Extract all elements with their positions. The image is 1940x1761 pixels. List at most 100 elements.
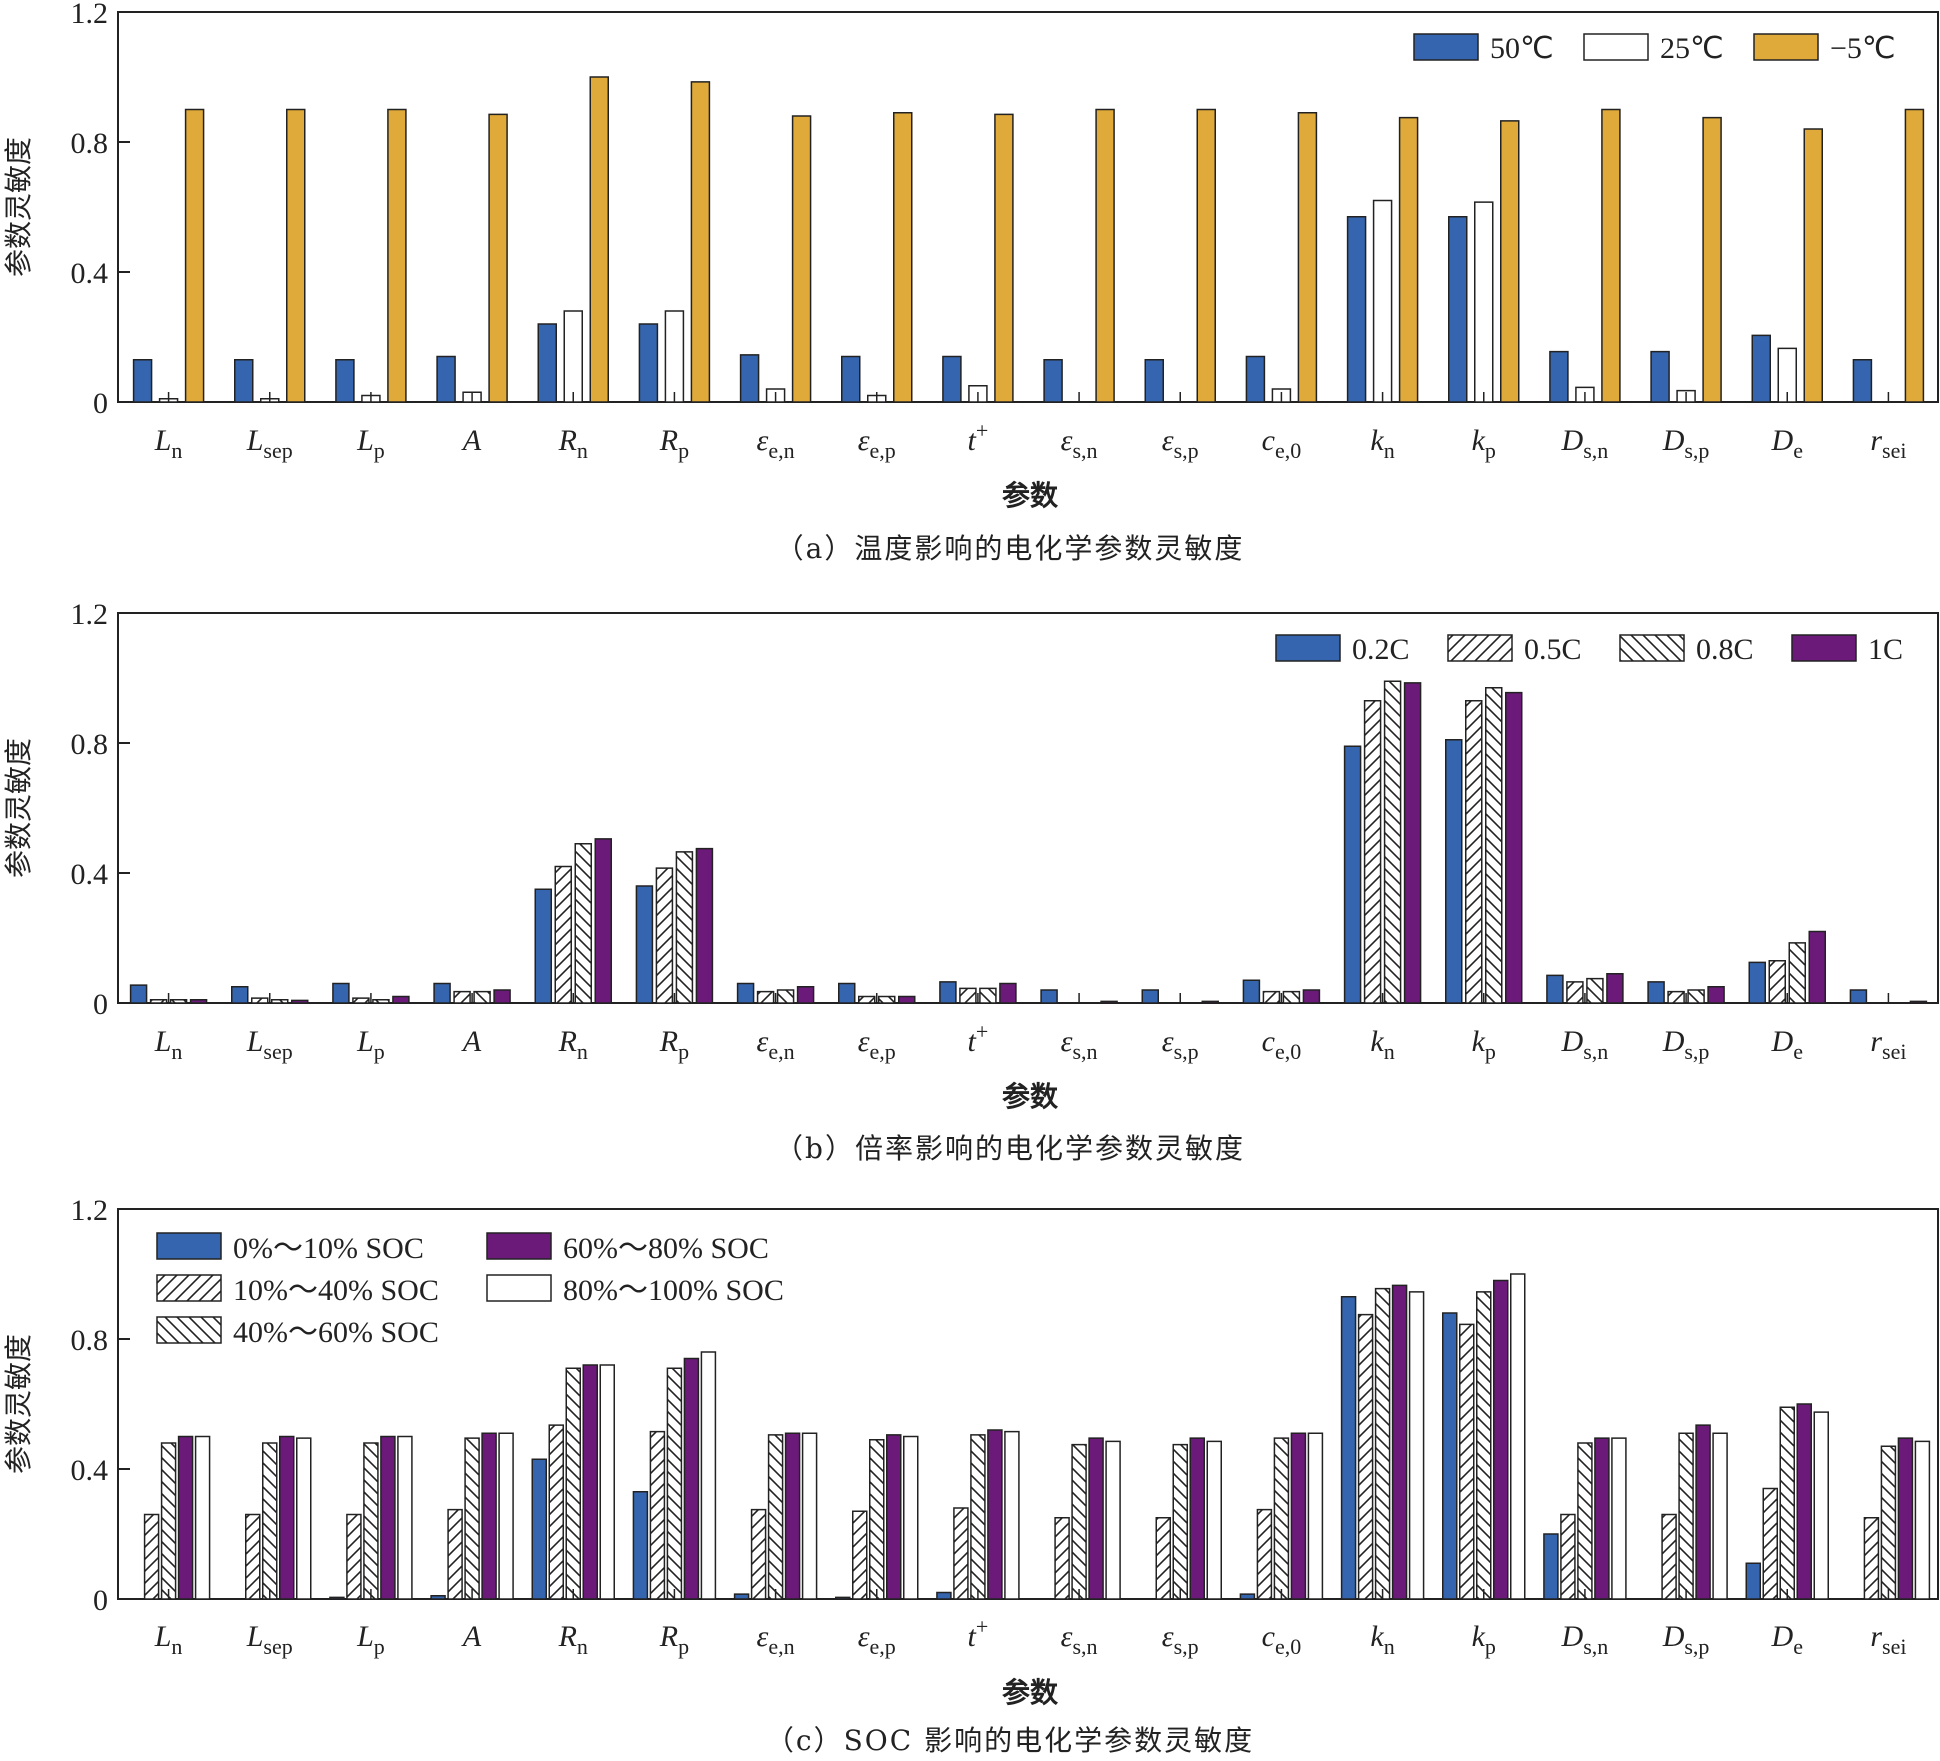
bar [189, 999, 208, 1004]
bar [736, 982, 755, 1004]
bar [1796, 1403, 1812, 1600]
bar [994, 113, 1014, 403]
bar [1445, 739, 1463, 1004]
legend-swatch [486, 1274, 552, 1302]
bar [589, 76, 609, 403]
x-tick-label: De [1771, 1025, 1803, 1064]
bar [970, 1434, 986, 1600]
bar [594, 838, 612, 1004]
bar [335, 359, 355, 403]
bar [1155, 1517, 1171, 1600]
bar [750, 1508, 767, 1600]
bar [1054, 1517, 1070, 1600]
x-tick-label: Ds,p [1662, 424, 1710, 463]
bar [531, 1458, 547, 1600]
plot-frame [117, 612, 1939, 1004]
bar [1863, 1517, 1880, 1600]
x-tick-label: ce,0 [1262, 424, 1302, 463]
bar [1601, 108, 1621, 403]
bar [1560, 1513, 1576, 1600]
bar [1586, 977, 1604, 1004]
bar [563, 310, 583, 403]
bar [1611, 1437, 1627, 1600]
bar [1357, 1313, 1374, 1600]
bar [632, 1491, 649, 1600]
x-tick-label: εe,p [858, 1025, 896, 1064]
y-axis-label: 参数灵敏度 [2, 137, 35, 277]
bar [1546, 974, 1564, 1004]
legend-label: 10%～40% SOC [233, 1274, 439, 1307]
bar [886, 1434, 902, 1600]
bar [939, 981, 957, 1004]
x-tick-label: Rp [659, 1025, 689, 1064]
bar [481, 1432, 497, 1600]
x-tick-label: Ds,n [1561, 1620, 1609, 1659]
x-tick-label: Rn [558, 424, 588, 463]
x-tick-label: εs,p [1162, 424, 1199, 463]
bar [1549, 350, 1569, 403]
bar [1650, 350, 1670, 403]
bar [1372, 199, 1393, 403]
bar [279, 1435, 295, 1600]
x-tick-label: A [461, 1620, 482, 1653]
x-tick-label: kn [1370, 1620, 1394, 1659]
bar [1307, 1432, 1324, 1600]
bar [767, 1434, 784, 1600]
legend-swatch [1275, 634, 1341, 662]
bar [1768, 960, 1786, 1004]
bar [380, 1435, 396, 1600]
bar [1505, 691, 1523, 1004]
bar [1346, 216, 1367, 403]
bar [869, 1439, 885, 1600]
bar [1808, 930, 1826, 1004]
x-tick-label: rsei [1870, 1620, 1906, 1659]
legend-swatch [156, 1274, 222, 1302]
figure-caption: （c）SOC 影响的电化学参数灵敏度 [766, 1724, 1254, 1757]
bar [332, 982, 350, 1004]
bar [1702, 116, 1722, 403]
bar [372, 999, 390, 1004]
bar [574, 843, 592, 1004]
x-tick-label: t+ [968, 418, 989, 457]
x-tick-label: εe,p [858, 1620, 896, 1659]
bar [953, 1507, 969, 1600]
bar [1788, 942, 1806, 1004]
bar [231, 986, 249, 1004]
bar [1594, 1437, 1610, 1600]
bar [534, 888, 552, 1004]
bar [129, 984, 148, 1004]
bar [397, 1435, 413, 1600]
bar [655, 867, 674, 1004]
bar [1408, 1291, 1425, 1600]
y-tick-label: 0.4 [71, 257, 109, 290]
bar [1383, 680, 1402, 1004]
x-tick-label: Ln [154, 1620, 183, 1659]
plot-frame [117, 11, 1939, 403]
bar [1262, 990, 1281, 1004]
x-tick-label: A [461, 424, 482, 457]
x-tick-label: kp [1472, 1025, 1496, 1064]
bar [1398, 116, 1419, 403]
legend-swatch [156, 1232, 222, 1260]
x-tick-label: Ln [154, 424, 183, 463]
x-tick-label: rsei [1870, 1025, 1906, 1064]
legend-label: 25℃ [1660, 32, 1724, 65]
bar [1687, 989, 1705, 1004]
legend-label: 50℃ [1490, 32, 1554, 65]
bar [387, 108, 407, 403]
legend: 0.2C 0.5C 0.8C 1C [1275, 633, 1903, 666]
bar [666, 1367, 683, 1600]
x-tick-label: Rn [558, 1025, 588, 1064]
bar [1510, 1273, 1526, 1600]
bar [1493, 1279, 1509, 1600]
bar [1095, 108, 1115, 403]
bar [194, 1435, 211, 1600]
x-tick-label: Lp [356, 1620, 385, 1659]
x-tick-label: t+ [968, 1019, 989, 1058]
x-tick-label: Lsep [246, 1620, 293, 1659]
bar [1343, 745, 1362, 1004]
bar [858, 995, 876, 1004]
bar [1172, 1443, 1188, 1600]
bar [271, 999, 289, 1004]
